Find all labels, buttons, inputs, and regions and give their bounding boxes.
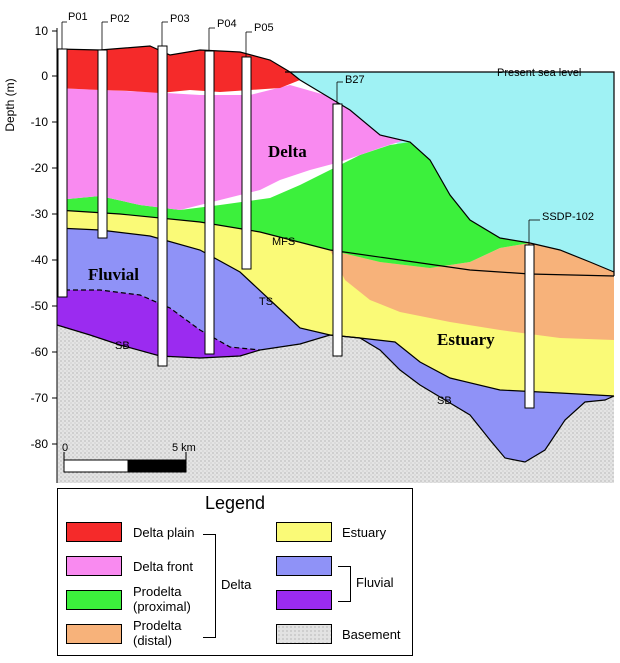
- prodelta-distal-unit: [330, 243, 614, 340]
- scale-bar-start: 0: [62, 442, 68, 454]
- swatch-prodelta-proximal: [66, 590, 122, 610]
- legend-label-estuary: Estuary: [342, 525, 387, 540]
- legend-group-fluvial: Fluvial: [356, 575, 394, 590]
- y-tick-10: 10: [35, 24, 49, 38]
- swatch-fluvial-lower: [276, 590, 332, 610]
- prodelta-proximal-unit: [57, 142, 530, 268]
- y-tick-minus-70: -70: [31, 391, 49, 405]
- cross-section-diagram: 10 0 -10 -20 -30 -40 -50 -60 -70 -80 Dep…: [3, 11, 615, 483]
- borehole-label-p02: P02: [110, 13, 130, 25]
- fluvial-unit-label: Fluvial: [88, 265, 139, 284]
- legend-label-delta-plain: Delta plain: [133, 525, 195, 540]
- ts-label: TS: [259, 296, 273, 308]
- legend-label-prodelta-proximal: Prodelta (proximal): [133, 584, 191, 614]
- sb-label-left: SB: [115, 340, 130, 352]
- delta-group-bracket: [203, 534, 216, 638]
- sb-label-right: SB: [437, 395, 452, 407]
- scale-bar: [63, 452, 187, 473]
- delta-plain-unit: [57, 46, 300, 93]
- borehole-p01: [57, 48, 68, 298]
- legend-label-basement: Basement: [342, 627, 401, 642]
- y-tick-minus-20: -20: [31, 161, 49, 175]
- borehole-label-ssdp-102: SSDP-102: [542, 211, 594, 223]
- swatch-fluvial-upper: [276, 556, 332, 576]
- borehole-label-p05: P05: [254, 22, 274, 34]
- swatch-estuary: [276, 522, 332, 542]
- estuary-unit-label: Estuary: [437, 330, 495, 349]
- borehole-label-p03: P03: [170, 13, 190, 25]
- borehole-p02: [97, 49, 108, 239]
- legend-box: Legend Delta plain Delta front Prodelta …: [57, 488, 413, 656]
- borehole-leaders: [61, 21, 540, 245]
- borehole-columns: [57, 45, 535, 409]
- sea-level-label: Present sea level: [497, 67, 581, 79]
- swatch-delta-plain: [66, 522, 122, 542]
- legend-title: Legend: [204, 493, 266, 513]
- y-tick-minus-30: -30: [31, 207, 49, 221]
- borehole-label-p04: P04: [217, 18, 237, 30]
- borehole-label-b27: B27: [345, 74, 365, 86]
- y-axis: [52, 28, 58, 483]
- borehole-ssdp-102: [524, 244, 535, 409]
- borehole-label-p01: P01: [68, 11, 88, 23]
- sea-water: [285, 72, 614, 272]
- y-tick-minus-50: -50: [31, 299, 49, 313]
- fluvial-group-bracket: [338, 566, 351, 602]
- borehole-p04: [204, 50, 215, 355]
- legend-label-delta-front: Delta front: [133, 559, 193, 574]
- legend-label-prodelta-distal: Prodelta (distal): [133, 618, 182, 648]
- borehole-b27: [332, 103, 343, 357]
- scale-bar-end: 5 km: [172, 442, 196, 454]
- fluvial-upper-unit: [57, 228, 330, 350]
- y-axis-label: Depth (m): [3, 78, 17, 131]
- legend-group-delta: Delta: [221, 577, 252, 592]
- swatch-prodelta-distal: [66, 624, 122, 644]
- y-tick-minus-10: -10: [31, 115, 49, 129]
- y-tick-minus-80: -80: [31, 437, 49, 451]
- delta-unit-label: Delta: [268, 142, 307, 161]
- swatch-delta-front: [66, 556, 122, 576]
- borehole-p05: [241, 56, 252, 270]
- mfs-label: MFS: [272, 236, 295, 248]
- swatch-basement: [276, 624, 332, 644]
- delta-front-unit: [57, 85, 405, 210]
- y-tick-minus-40: -40: [31, 253, 49, 267]
- y-tick-0: 0: [41, 69, 48, 83]
- fluvial-valley-fill: [360, 338, 614, 462]
- borehole-p03: [157, 45, 168, 367]
- y-tick-minus-60: -60: [31, 345, 49, 359]
